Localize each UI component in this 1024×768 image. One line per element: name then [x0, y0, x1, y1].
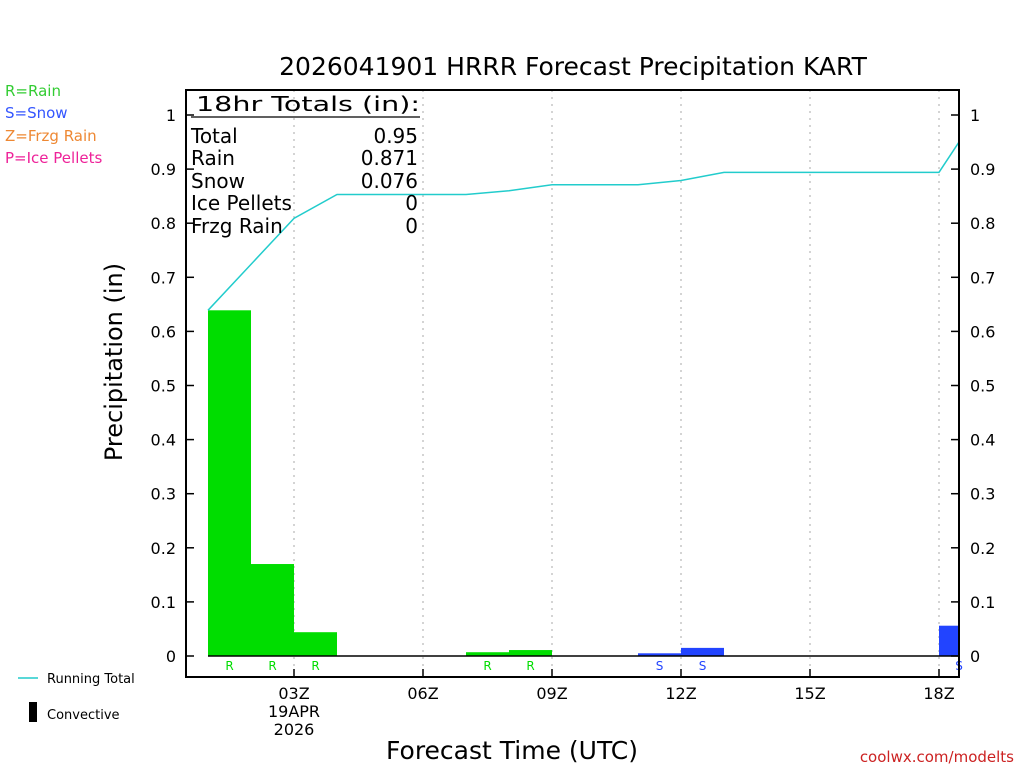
watermark: coolwx.com/modelts: [860, 748, 1014, 766]
x-tick-label: 2026: [274, 720, 315, 739]
precip-bar: [294, 632, 337, 656]
precipitation-bars: [208, 310, 959, 656]
legend-snow: S=Snow: [5, 104, 68, 122]
x-tick-label: 19APR: [268, 702, 320, 721]
precip-type-marker: R: [311, 659, 319, 673]
totals-value-freezing-rain: 0: [405, 214, 418, 238]
x-tick-label: 06Z: [407, 684, 438, 703]
precip-type-marker: S: [656, 659, 664, 673]
precip-type-legend: R=Rain S=Snow Z=Frzg Rain P=Ice Pellets: [5, 82, 102, 167]
x-tick-label: 15Z: [794, 684, 825, 703]
precip-type-marker: R: [225, 659, 233, 673]
y-tick-label-right: 0.8: [970, 214, 995, 233]
y-tick-label-right: 0.1: [970, 593, 995, 612]
x-axis-label: Forecast Time (UTC): [386, 736, 638, 765]
convective-legend: Convective: [47, 708, 120, 723]
totals-value-snow: 0.076: [361, 169, 418, 193]
y-tick-label-right: 1: [970, 106, 980, 125]
precip-bar: [251, 564, 294, 656]
y-tick-label-right: 0.3: [970, 485, 995, 504]
y-tick-label-left: 0.1: [151, 593, 176, 612]
precip-bar: [208, 310, 251, 656]
totals-value-rain: 0.871: [361, 146, 418, 170]
totals-box: 18hr Totals (in): Total 0.95 Rain 0.871 …: [190, 92, 420, 238]
totals-label-freezing-rain: Frzg Rain: [191, 214, 283, 238]
precip-type-marker: R: [483, 659, 491, 673]
totals-label-ice-pellets: Ice Pellets: [191, 191, 292, 215]
precip-bar: [509, 650, 552, 656]
y-tick-label-left: 0.4: [151, 431, 176, 450]
y-tick-label-left: 0: [166, 647, 176, 666]
y-tick-label-left: 0.7: [151, 268, 176, 287]
precip-bar: [939, 625, 959, 656]
totals-value-total: 0.95: [373, 124, 418, 148]
chart-title: 2026041901 HRRR Forecast Precipitation K…: [279, 52, 867, 81]
legend-ice-pellets: P=Ice Pellets: [5, 149, 102, 167]
y-tick-label-right: 0.2: [970, 539, 995, 558]
x-tick-label: 03Z: [278, 684, 309, 703]
x-tick-label: 12Z: [665, 684, 696, 703]
totals-label-total: Total: [190, 124, 238, 148]
y-tick-label-right: 0.7: [970, 268, 995, 287]
precip-bar: [638, 653, 681, 656]
y-tick-label-left: 0.5: [151, 377, 176, 396]
convective-swatch: [29, 702, 37, 722]
totals-value-ice-pellets: 0: [405, 191, 418, 215]
y-tick-label-left: 0.6: [151, 322, 176, 341]
precip-type-marker: R: [526, 659, 534, 673]
y-axis-ticks: 0 00.1 0.10.2 0.20.3 0.30.4 0.40.5 0.50.6 0.60.…: [151, 106, 996, 666]
y-tick-label-right: 0.9: [970, 160, 995, 179]
running-total-line: [207, 141, 960, 311]
legend-freezing-rain: Z=Frzg Rain: [5, 127, 97, 145]
precip-bar: [681, 647, 724, 656]
totals-label-rain: Rain: [191, 146, 235, 170]
y-tick-label-left: 1: [166, 106, 176, 125]
x-tick-label: 09Z: [536, 684, 567, 703]
y-tick-label-right: 0: [970, 647, 980, 666]
precip-bar: [466, 652, 509, 656]
legend-rain: R=Rain: [5, 82, 61, 100]
precip-type-marker: R: [268, 659, 276, 673]
plot-frame: [185, 89, 960, 678]
y-tick-label-left: 0.8: [151, 214, 176, 233]
running-total-legend: Running Total: [47, 672, 135, 687]
y-tick-label-left: 0.2: [151, 539, 176, 558]
y-tick-label-left: 0.9: [151, 160, 176, 179]
totals-label-snow: Snow: [191, 169, 245, 193]
precip-type-marker: S: [699, 659, 707, 673]
y-tick-label-right: 0.5: [970, 377, 995, 396]
totals-title: 18hr Totals (in):: [196, 92, 420, 116]
x-tick-label: 18Z: [923, 684, 954, 703]
y-axis-label: Precipitation (in): [100, 263, 128, 461]
y-tick-label-left: 0.3: [151, 485, 176, 504]
y-tick-label-right: 0.6: [970, 322, 995, 341]
y-tick-label-right: 0.4: [970, 431, 995, 450]
